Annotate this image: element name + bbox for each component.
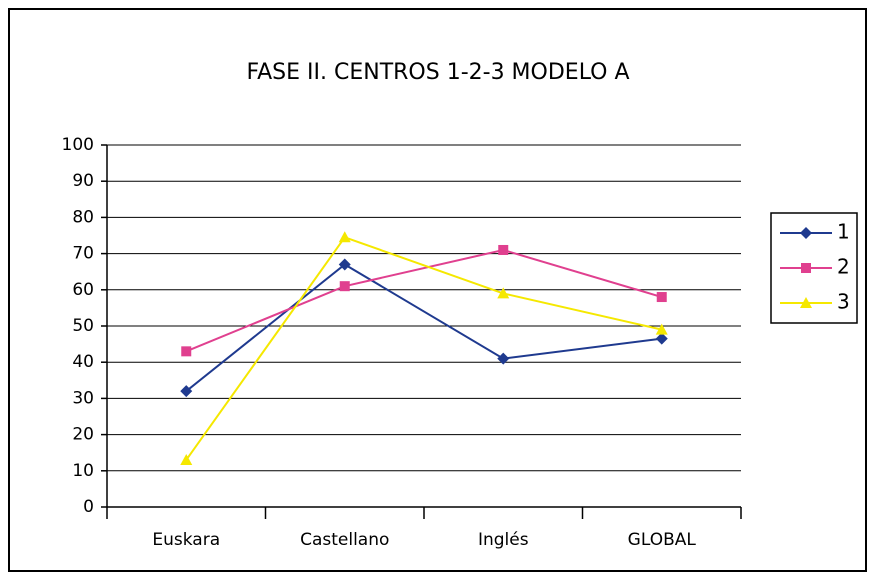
x-tick-label: Euskara xyxy=(152,530,220,550)
marker xyxy=(655,332,668,345)
marker xyxy=(801,263,811,273)
series-line xyxy=(185,248,663,353)
marker xyxy=(498,244,509,255)
series-line xyxy=(185,263,662,392)
legend-label: 3 xyxy=(837,290,850,314)
y-tick-label: 0 xyxy=(83,497,94,517)
series-line xyxy=(185,236,662,461)
y-tick-label: 80 xyxy=(72,207,94,227)
y-tick-label: 100 xyxy=(62,135,94,155)
y-tick-label: 20 xyxy=(72,425,94,445)
chart-title: FASE II. CENTROS 1-2-3 MODELO A xyxy=(246,60,629,85)
y-tick-label: 10 xyxy=(72,461,94,481)
y-tick-label: 40 xyxy=(72,352,94,372)
y-tick-label: 50 xyxy=(72,316,94,336)
marker xyxy=(800,297,812,308)
y-tick-label: 30 xyxy=(72,388,94,408)
y-tick-label: 70 xyxy=(72,244,94,264)
marker xyxy=(655,323,668,335)
marker xyxy=(800,227,812,239)
legend-label: 1 xyxy=(837,220,850,244)
marker xyxy=(338,231,351,243)
marker xyxy=(339,281,350,292)
marker xyxy=(656,292,667,303)
y-tick-label: 90 xyxy=(72,171,94,191)
marker xyxy=(497,352,510,365)
legend-label: 2 xyxy=(837,255,850,279)
x-tick-label: Inglés xyxy=(478,530,529,550)
x-tick-label: Castellano xyxy=(300,530,389,550)
marker xyxy=(497,287,510,299)
x-tick-label: GLOBAL xyxy=(628,530,697,550)
marker xyxy=(180,453,193,465)
y-tick-label: 60 xyxy=(72,280,94,300)
marker xyxy=(181,346,192,357)
marker xyxy=(338,258,351,271)
marker xyxy=(180,385,193,398)
